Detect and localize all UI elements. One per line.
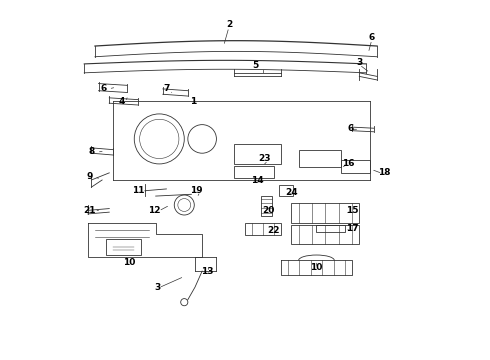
Bar	[292, 225, 359, 244]
Bar	[342, 160, 370, 173]
Text: 6: 6	[347, 124, 353, 133]
Text: 19: 19	[191, 186, 203, 195]
Text: 9: 9	[86, 172, 93, 181]
Bar	[279, 185, 293, 196]
Text: 11: 11	[132, 186, 144, 195]
Text: 8: 8	[88, 147, 95, 156]
Text: 21: 21	[83, 206, 96, 215]
Bar	[292, 203, 359, 223]
Bar	[106, 239, 142, 255]
Text: 3: 3	[356, 58, 363, 67]
Text: 15: 15	[346, 206, 358, 215]
Text: 1: 1	[190, 97, 196, 106]
Text: 2: 2	[226, 20, 232, 29]
Text: 20: 20	[262, 206, 274, 215]
Text: 18: 18	[378, 168, 391, 177]
Bar	[234, 144, 281, 164]
Bar	[261, 196, 272, 216]
Text: 16: 16	[343, 159, 355, 168]
Text: 5: 5	[252, 61, 259, 70]
Bar	[245, 223, 281, 235]
Text: 22: 22	[268, 225, 280, 234]
Text: 10: 10	[122, 258, 135, 267]
Text: 13: 13	[201, 267, 214, 276]
Bar	[234, 166, 273, 178]
Bar	[317, 225, 345, 232]
Text: 3: 3	[154, 283, 161, 292]
Text: 7: 7	[163, 84, 170, 93]
Text: 12: 12	[147, 206, 160, 215]
Text: 4: 4	[119, 97, 125, 106]
Text: 10: 10	[310, 263, 322, 272]
Text: 14: 14	[251, 176, 264, 185]
Text: 23: 23	[258, 154, 271, 163]
Text: 17: 17	[346, 224, 359, 233]
Bar	[298, 150, 342, 167]
Text: 24: 24	[285, 188, 298, 197]
Text: 6: 6	[101, 84, 107, 93]
Text: 6: 6	[368, 33, 375, 42]
